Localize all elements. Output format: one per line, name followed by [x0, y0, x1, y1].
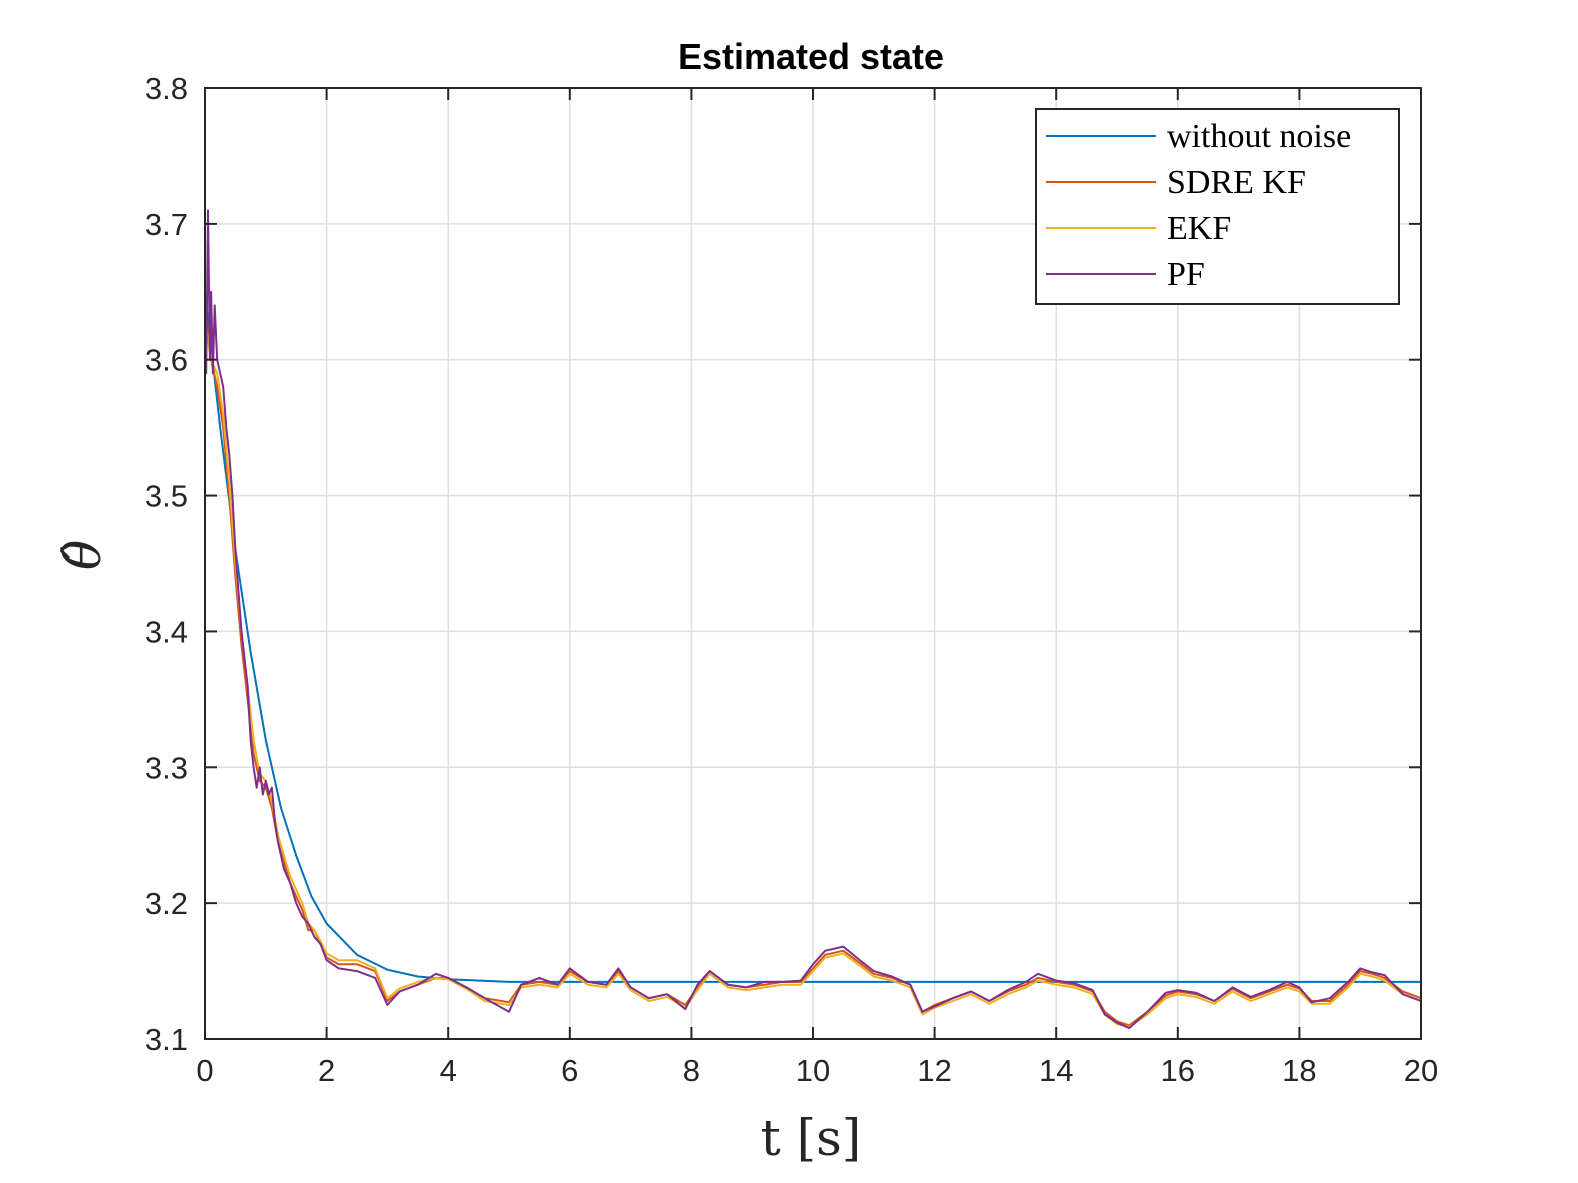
y-tick-label: 3.6	[145, 343, 188, 378]
x-tick-label: 14	[1039, 1053, 1073, 1088]
axis-ticks	[204, 87, 1422, 1040]
legend-label-pf: PF	[1167, 256, 1205, 293]
x-tick-label: 18	[1282, 1053, 1316, 1088]
x-tick-label: 10	[796, 1053, 830, 1088]
y-tick-label: 3.5	[145, 479, 188, 514]
legend-label-ekf: EKF	[1167, 210, 1231, 247]
y-tick-labels: 3.1 3.2 3.3 3.4 3.5 3.6 3.7 3.8	[145, 71, 188, 1057]
y-tick-label: 3.4	[145, 614, 188, 649]
y-axis-label: θ̂	[54, 540, 112, 570]
legend-label-sdre-kf: SDRE KF	[1167, 164, 1306, 201]
x-tick-label: 6	[561, 1053, 578, 1088]
y-tick-label: 3.1	[145, 1022, 188, 1057]
x-tick-label: 2	[318, 1053, 335, 1088]
x-tick-label: 0	[196, 1053, 213, 1088]
series-line-without-noise	[204, 291, 1421, 983]
x-tick-label: 4	[440, 1053, 457, 1088]
x-tick-label: 12	[917, 1053, 951, 1088]
x-tick-label: 16	[1161, 1053, 1195, 1088]
y-tick-label: 3.7	[145, 207, 188, 242]
y-tick-label: 3.8	[145, 71, 188, 106]
x-axis-label: t [s]	[761, 1109, 862, 1167]
y-tick-label: 3.3	[145, 750, 188, 785]
series-line-pf	[204, 209, 1422, 1030]
series-line-ekf	[204, 318, 1422, 1028]
series-layer	[204, 209, 1422, 1030]
chart-title: Estimated state	[678, 36, 944, 77]
grid	[205, 88, 1421, 1039]
y-tick-label: 3.2	[145, 886, 188, 921]
legend-box	[1035, 108, 1400, 305]
legend: without noise SDRE KF EKF PF	[1035, 108, 1400, 305]
x-tick-label: 20	[1404, 1053, 1438, 1088]
x-tick-label: 8	[683, 1053, 700, 1088]
x-tick-labels: 0 2 4 6 8 10 12 14 16 18 20	[196, 1053, 1438, 1088]
legend-label-without-noise: without noise	[1167, 118, 1351, 155]
